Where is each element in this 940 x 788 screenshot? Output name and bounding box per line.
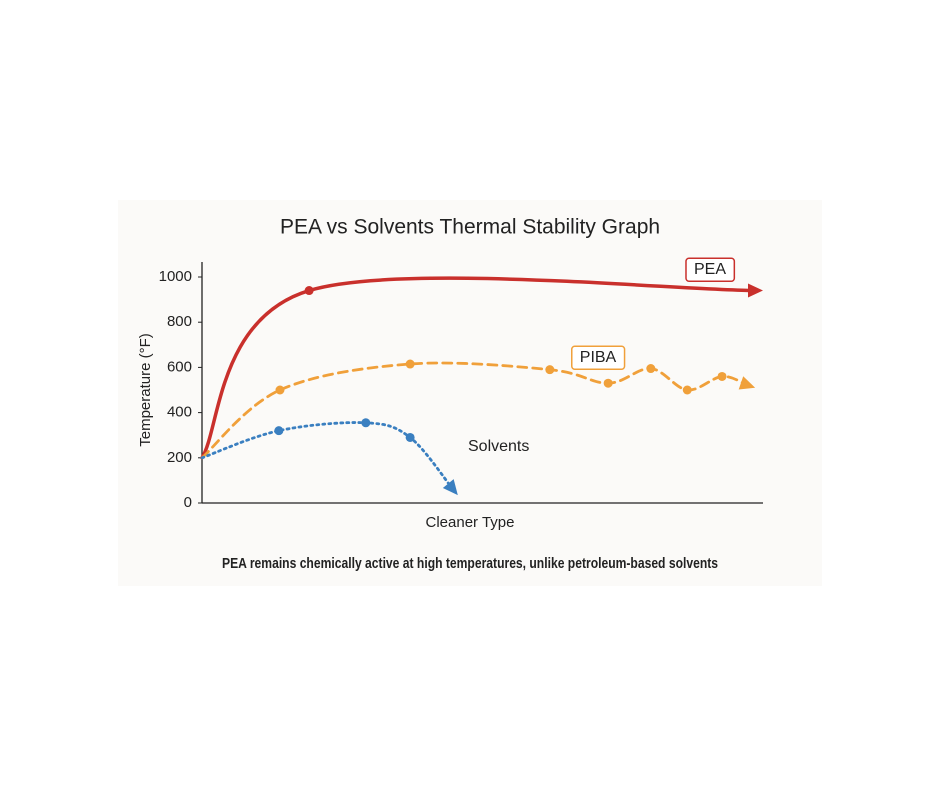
legend-box bbox=[685, 257, 736, 282]
point bbox=[603, 378, 613, 388]
legend-label: PIBA bbox=[580, 349, 617, 366]
series-line bbox=[200, 361, 749, 460]
y-tick-label: 1000 bbox=[159, 268, 192, 285]
arrow-head bbox=[738, 376, 756, 390]
y-tick-label: 200 bbox=[167, 449, 192, 466]
point bbox=[405, 359, 415, 369]
series-line bbox=[200, 276, 757, 460]
point bbox=[545, 365, 555, 375]
y-tick-label: 0 bbox=[184, 494, 192, 511]
arrow-head bbox=[748, 283, 763, 298]
point bbox=[405, 432, 415, 442]
point bbox=[361, 418, 371, 428]
legend-label: Solvents bbox=[468, 438, 529, 455]
y-tick-label: 800 bbox=[167, 313, 192, 330]
arrow-head bbox=[442, 479, 458, 496]
point bbox=[304, 286, 314, 296]
point bbox=[646, 364, 656, 374]
y-tick-label: 600 bbox=[167, 358, 192, 375]
caption: PEA remains chemically active at high te… bbox=[222, 555, 718, 572]
legend-box bbox=[571, 345, 626, 370]
y-axis-label: Temperature (°F) bbox=[137, 333, 154, 447]
point bbox=[682, 385, 692, 395]
point bbox=[274, 426, 284, 436]
chart-title: PEA vs Solvents Thermal Stability Graph bbox=[280, 216, 660, 239]
y-tick-label: 400 bbox=[167, 404, 192, 421]
point bbox=[275, 385, 285, 395]
legend-label: PEA bbox=[694, 261, 726, 278]
x-axis-label: Cleaner Type bbox=[426, 514, 515, 531]
point bbox=[717, 371, 727, 381]
